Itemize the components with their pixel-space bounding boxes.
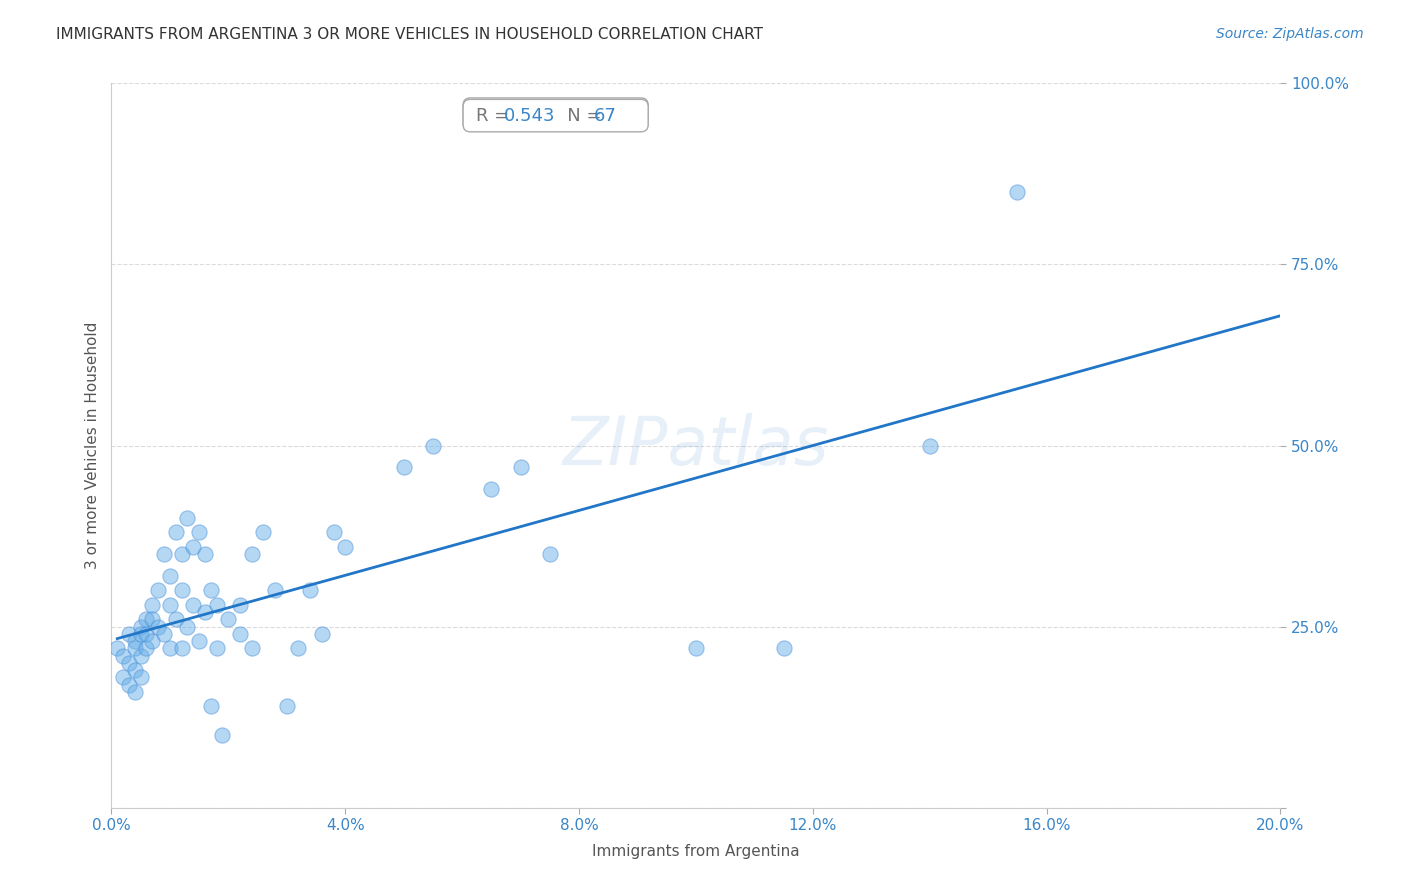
Point [264,583,287,598]
Point [772,641,794,656]
Point [118,627,141,641]
Point [118,656,141,670]
Point [141,634,163,648]
Point [159,641,181,656]
Point [217,612,239,626]
Point [181,540,204,554]
Point [141,598,163,612]
Point [200,583,222,598]
Point [165,612,187,626]
Point [240,547,263,561]
Point [135,641,157,656]
Text: R = 0.543   N = 67: R = 0.543 N = 67 [471,105,641,123]
X-axis label: Immigrants from Argentina: Immigrants from Argentina [592,844,800,859]
Point [205,598,228,612]
Point [276,699,298,714]
Point [685,641,707,656]
Point [153,627,176,641]
Point [918,438,941,452]
Text: ZIPatlas: ZIPatlas [562,412,830,478]
Point [165,525,187,540]
Point [176,619,198,633]
Point [335,540,357,554]
Point [299,583,322,598]
Point [194,547,217,561]
Point [422,438,444,452]
Point [252,525,274,540]
Text: 67: 67 [595,107,617,125]
Point [124,634,146,648]
Text: N =: N = [550,107,607,125]
Point [129,619,152,633]
Text: Source: ZipAtlas.com: Source: ZipAtlas.com [1216,27,1364,41]
Point [1007,185,1029,199]
Point [135,612,157,626]
Point [105,641,128,656]
Point [240,641,263,656]
Point [188,634,211,648]
Point [188,525,211,540]
Point [141,612,163,626]
Point [509,460,531,475]
Point [170,641,193,656]
Point [124,663,146,677]
Text: R =: R = [477,107,515,125]
Point [194,605,217,619]
Point [146,619,169,633]
Point [229,598,252,612]
Point [200,699,222,714]
Point [159,569,181,583]
Point [287,641,309,656]
Point [170,547,193,561]
Y-axis label: 3 or more Vehicles in Household: 3 or more Vehicles in Household [86,322,100,569]
Point [479,482,502,496]
Point [129,670,152,684]
Point [146,583,169,598]
Text: IMMIGRANTS FROM ARGENTINA 3 OR MORE VEHICLES IN HOUSEHOLD CORRELATION CHART: IMMIGRANTS FROM ARGENTINA 3 OR MORE VEHI… [56,27,763,42]
Point [392,460,415,475]
Point [159,598,181,612]
Point [124,641,146,656]
Point [311,627,333,641]
Point [129,648,152,663]
Point [211,728,233,742]
Point [181,598,204,612]
Point [170,583,193,598]
Point [129,627,152,641]
Point [135,627,157,641]
Point [538,547,561,561]
Point [118,677,141,691]
Point [153,547,176,561]
Point [124,685,146,699]
Point [205,641,228,656]
Point [176,511,198,525]
Point [112,670,135,684]
Text: R = 0.543   N = 67: R = 0.543 N = 67 [471,107,641,125]
Point [229,627,252,641]
Point [112,648,135,663]
Point [322,525,344,540]
Text: 0.543: 0.543 [505,107,555,125]
